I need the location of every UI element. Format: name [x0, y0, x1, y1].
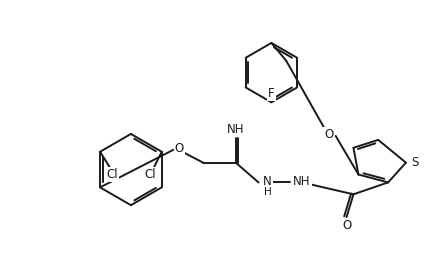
Text: N: N	[263, 175, 272, 188]
Text: Cl: Cl	[144, 168, 156, 181]
Text: NH: NH	[227, 124, 244, 136]
Text: Cl: Cl	[106, 168, 118, 181]
Text: NH: NH	[293, 175, 311, 188]
Text: O: O	[324, 128, 333, 141]
Text: S: S	[411, 156, 419, 169]
Text: O: O	[342, 220, 351, 232]
Text: H: H	[264, 187, 271, 197]
Text: F: F	[268, 87, 275, 100]
Text: O: O	[175, 142, 184, 155]
